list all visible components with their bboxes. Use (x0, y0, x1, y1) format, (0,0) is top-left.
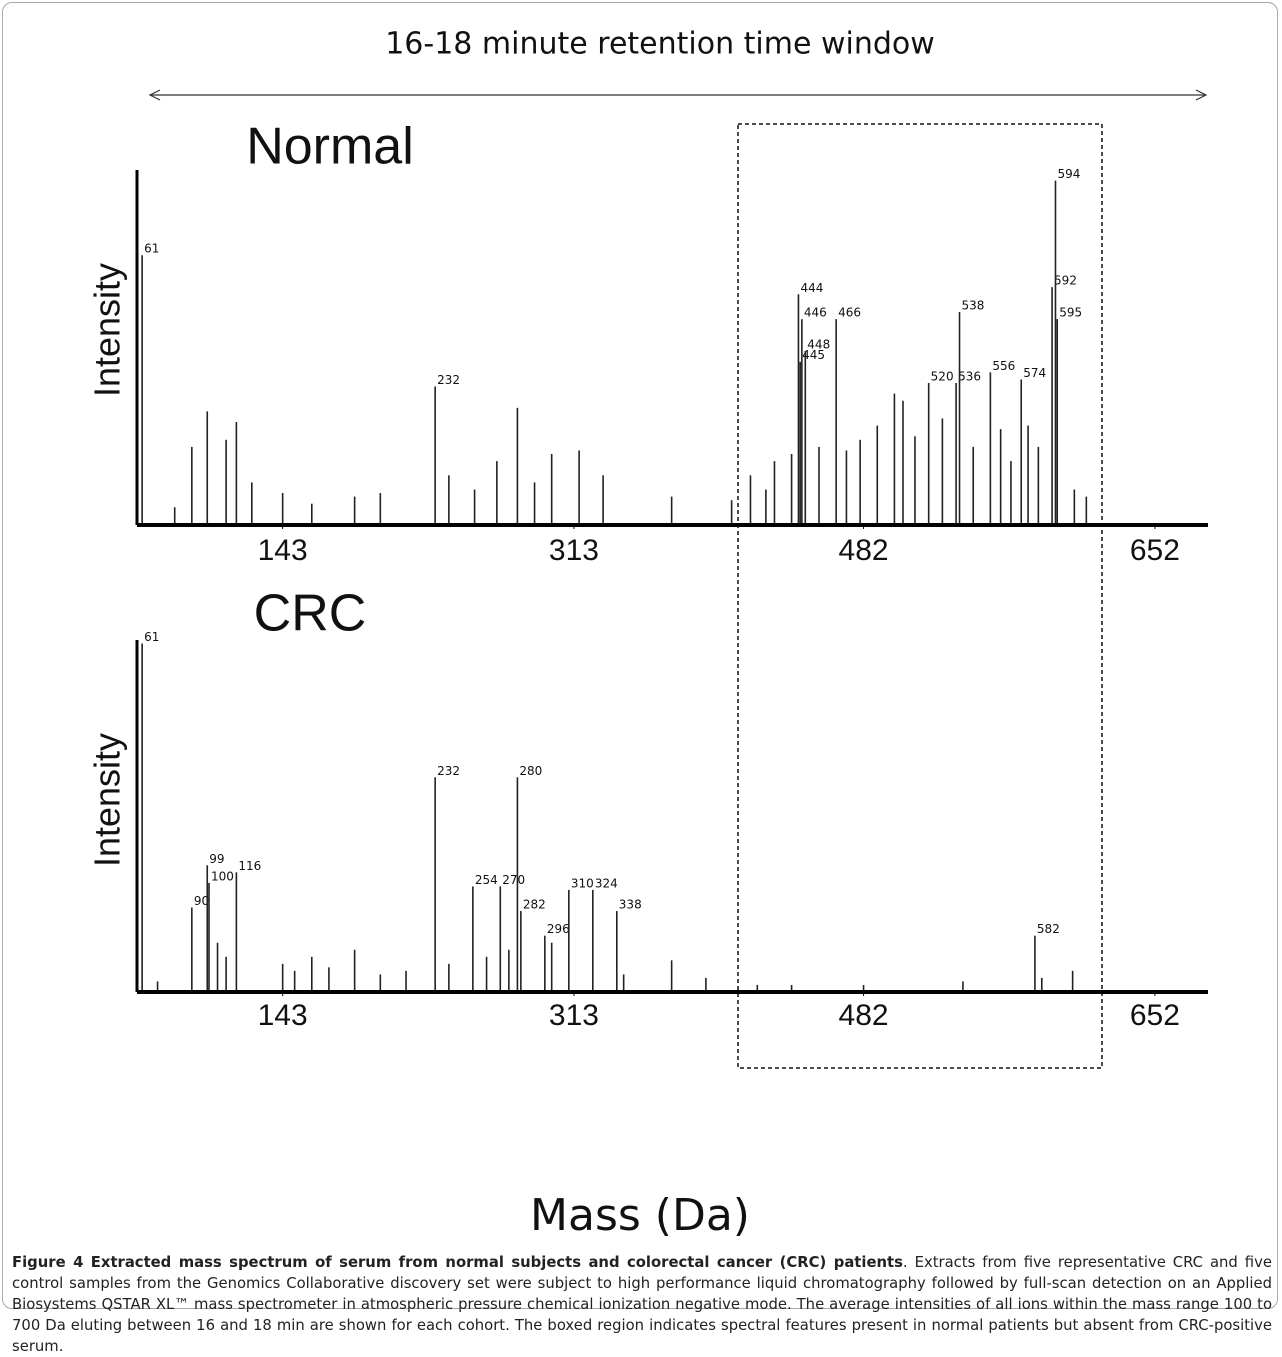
peak-label: 324 (595, 876, 618, 890)
peak-label: 536 (958, 370, 981, 384)
peak-label: 116 (238, 859, 261, 873)
peak-label: 592 (1054, 274, 1077, 288)
caption-title: Figure 4 Extracted mass spectrum of seru… (12, 1254, 903, 1271)
peak-label: 556 (992, 359, 1015, 373)
x-tick-label: 482 (839, 534, 889, 567)
peak-label: 445 (802, 348, 825, 362)
peak-label: 520 (931, 370, 954, 384)
y-axis-label: Intensity (87, 263, 128, 397)
peak-label: 100 (211, 869, 234, 883)
peak-label: 310 (571, 876, 594, 890)
peak-label: 99 (209, 852, 224, 866)
peak-label: 582 (1037, 922, 1060, 936)
x-tick-label: 652 (1130, 534, 1180, 567)
peak-label: 594 (1057, 167, 1080, 181)
peak-label: 595 (1059, 306, 1082, 320)
peak-label: 338 (619, 898, 642, 912)
peak-label: 280 (519, 764, 542, 778)
peak-label: 444 (800, 281, 823, 295)
peak-label: 232 (437, 764, 460, 778)
figure-frame (2, 2, 1278, 1309)
peak-label: 574 (1023, 366, 1046, 380)
caption: Figure 4 Extracted mass spectrum of seru… (12, 1252, 1272, 1357)
x-tick-label: 652 (1130, 999, 1180, 1032)
peak-label: 282 (523, 898, 546, 912)
peak-label: 61 (144, 630, 159, 644)
chart: 16-18 minute retention time window Mass … (87, 27, 1208, 1241)
highlight-box (737, 123, 1103, 1069)
x-axis-label: Mass (Da) (530, 1190, 750, 1241)
peak-label: 254 (475, 873, 498, 887)
y-axis-label: Intensity (87, 733, 128, 867)
panel-title: Normal (246, 118, 414, 176)
x-tick-label: 313 (549, 999, 599, 1032)
range-arrow (148, 89, 1208, 101)
x-tick-label: 143 (258, 999, 308, 1032)
x-tick-label: 143 (258, 534, 308, 567)
peak-label: 61 (144, 242, 159, 256)
panel-title: CRC (254, 585, 367, 643)
peak-label: 448 (807, 338, 830, 352)
x-tick-label: 313 (549, 534, 599, 567)
peak-label: 270 (502, 873, 525, 887)
peak-label: 232 (437, 373, 460, 387)
peak-label: 296 (547, 922, 570, 936)
peak-label: 538 (962, 299, 985, 313)
figure-header: 16-18 minute retention time window (385, 27, 935, 62)
peak-label: 466 (838, 306, 861, 320)
x-tick-label: 482 (839, 999, 889, 1032)
peak-label: 90 (194, 894, 209, 908)
peak-label: 446 (804, 306, 827, 320)
